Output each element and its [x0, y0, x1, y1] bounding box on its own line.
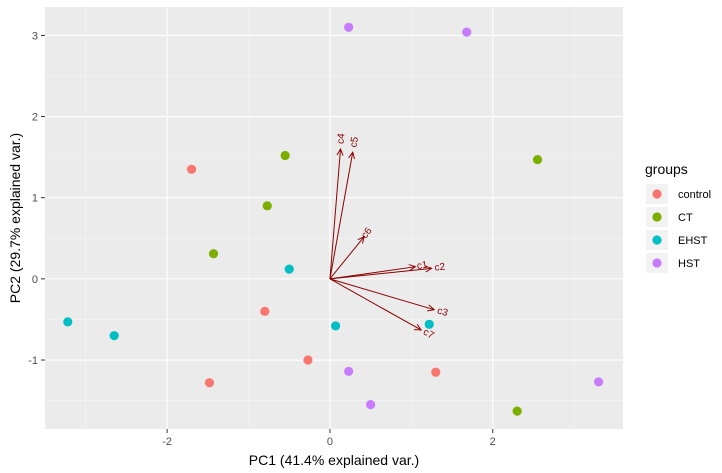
pca-biplot: c1 c2c3c4 c5c6c7 -2 0 2-10123 PC1 (41.4% exp… — [0, 0, 722, 473]
point-hst — [366, 400, 375, 409]
y-axis-title: PC2 (29.7% explained var.) — [7, 133, 23, 303]
legend: groups control CT EHST HST — [645, 161, 711, 278]
point-ehst — [425, 320, 434, 329]
point-control — [205, 378, 214, 387]
point-hst — [344, 367, 353, 376]
point-ehst — [331, 321, 340, 330]
point-ct — [533, 155, 542, 164]
legend-key-dot — [652, 258, 661, 267]
panel-background — [45, 7, 623, 429]
y-tick-label: -1 — [28, 355, 38, 367]
legend-entry-ehst: EHST — [646, 230, 708, 250]
legend-key-dot — [652, 235, 661, 244]
point-ehst — [63, 317, 72, 326]
point-ct — [209, 249, 218, 258]
point-ehst — [110, 331, 119, 340]
x-tick-label: 2 — [490, 436, 496, 448]
point-ct — [513, 407, 522, 416]
point-control — [431, 368, 440, 377]
point-ehst — [285, 265, 294, 274]
point-hst — [462, 28, 471, 37]
point-ct — [263, 201, 272, 210]
point-control — [187, 165, 196, 174]
legend-key-dot — [652, 189, 661, 198]
point-control — [303, 355, 312, 364]
legend-title: groups — [645, 161, 688, 177]
legend-key-dot — [652, 212, 661, 221]
legend-entry-control: control — [646, 184, 711, 204]
point-hst — [344, 23, 353, 32]
point-hst — [594, 377, 603, 386]
legend-label: CT — [678, 212, 693, 224]
x-axis-title: PC1 (41.4% explained var.) — [249, 452, 419, 468]
point-ct — [281, 151, 290, 160]
y-tick-label: 1 — [32, 193, 38, 205]
x-tick-label: 0 — [327, 436, 333, 448]
loading-label-c4: c4 — [336, 132, 348, 144]
loading-label-c2: c2 — [434, 262, 446, 274]
legend-label: HST — [678, 258, 700, 270]
point-control — [260, 307, 269, 316]
legend-entry-ct: CT — [646, 207, 693, 227]
x-tick-label: -2 — [162, 436, 172, 448]
legend-label: control — [678, 189, 711, 201]
legend-label: EHST — [678, 235, 708, 247]
y-tick-label: 3 — [32, 30, 38, 42]
legend-entry-hst: HST — [646, 253, 700, 273]
y-tick-label: 2 — [32, 112, 38, 124]
y-tick-label: 0 — [32, 274, 38, 286]
